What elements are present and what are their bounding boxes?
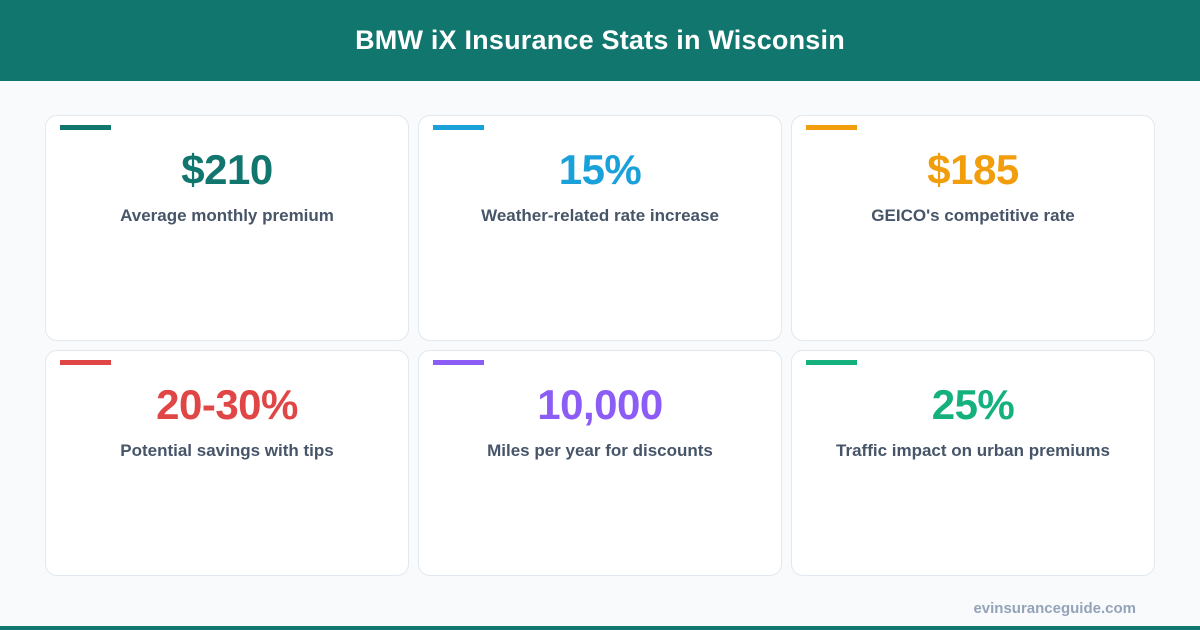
accent-bar <box>60 125 111 130</box>
accent-bar <box>433 125 484 130</box>
stat-value: $210 <box>181 146 273 193</box>
accent-bar <box>60 360 111 365</box>
stat-label: GEICO's competitive rate <box>871 206 1075 225</box>
accent-bar <box>433 360 484 365</box>
accent-bar <box>806 125 857 130</box>
stat-value: 15% <box>558 146 642 193</box>
stat-label: Miles per year for discounts <box>487 441 713 460</box>
stat-value: $185 <box>927 146 1019 193</box>
stat-value: 20-30% <box>156 381 298 428</box>
stat-label: Potential savings with tips <box>120 441 334 460</box>
stat-value: 25% <box>931 381 1015 428</box>
stat-card-geico-rate: $185 GEICO's competitive rate <box>791 115 1155 341</box>
stats-grid: $210 Average monthly premium 15% Weather… <box>45 115 1155 576</box>
stat-value: 10,000 <box>537 381 663 428</box>
stat-card-weather-increase: 15% Weather-related rate increase <box>418 115 782 341</box>
page-title: BMW iX Insurance Stats in Wisconsin <box>355 25 845 55</box>
header-banner: BMW iX Insurance Stats in Wisconsin <box>0 0 1200 81</box>
stat-label: Average monthly premium <box>120 206 334 225</box>
stat-label: Weather-related rate increase <box>481 206 719 225</box>
accent-bar <box>806 360 857 365</box>
stat-card-traffic-impact: 25% Traffic impact on urban premiums <box>791 350 1155 576</box>
stat-label: Traffic impact on urban premiums <box>836 441 1110 460</box>
stat-card-potential-savings: 20-30% Potential savings with tips <box>45 350 409 576</box>
stat-card-miles-discount: 10,000 Miles per year for discounts <box>418 350 782 576</box>
footer-site-url: evinsuranceguide.com <box>973 600 1136 617</box>
bottom-accent-bar <box>0 626 1200 630</box>
stat-card-average-premium: $210 Average monthly premium <box>45 115 409 341</box>
